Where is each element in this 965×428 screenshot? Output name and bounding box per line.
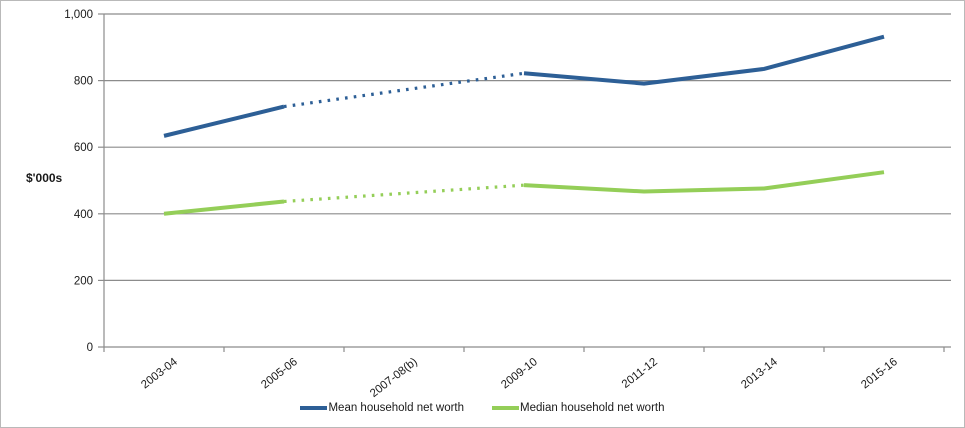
series-1-dotted-segment [283, 183, 525, 204]
series-0-line [523, 34, 885, 86]
y-tick-label: 1,000 [64, 9, 93, 21]
series-1-line [163, 199, 285, 216]
legend-label-mean: Mean household net worth [328, 402, 465, 414]
y-tick-label: 600 [74, 142, 93, 154]
y-tick-label: 200 [74, 275, 93, 287]
x-tick-label: 2015-16 [859, 356, 900, 391]
series-0-dotted-segment [283, 71, 525, 109]
x-tick-label: 2003-04 [139, 356, 180, 392]
series-1-line [523, 170, 885, 194]
legend-item-median: Median household net worth [492, 402, 665, 414]
y-tick-label: 800 [74, 76, 93, 88]
x-tick-label: 2007-08(b) [368, 356, 420, 400]
x-tick-label: 2009-10 [499, 356, 540, 391]
legend-label-median: Median household net worth [520, 402, 665, 414]
y-tick-label: 400 [74, 209, 93, 221]
chart-legend: Mean household net worth Median househol… [1, 402, 964, 414]
legend-line-median-icon [492, 406, 520, 410]
legend-line-mean-icon [300, 406, 328, 410]
series-0-line [163, 104, 285, 138]
y-tick-label: 0 [87, 342, 93, 354]
legend-item-mean: Mean household net worth [300, 402, 464, 414]
x-tick-label: 2011-12 [620, 356, 660, 391]
y-axis-title: $'000s [26, 171, 63, 185]
x-tick-label: 2005-06 [259, 356, 300, 391]
x-tick-label: 2013-14 [739, 356, 780, 392]
